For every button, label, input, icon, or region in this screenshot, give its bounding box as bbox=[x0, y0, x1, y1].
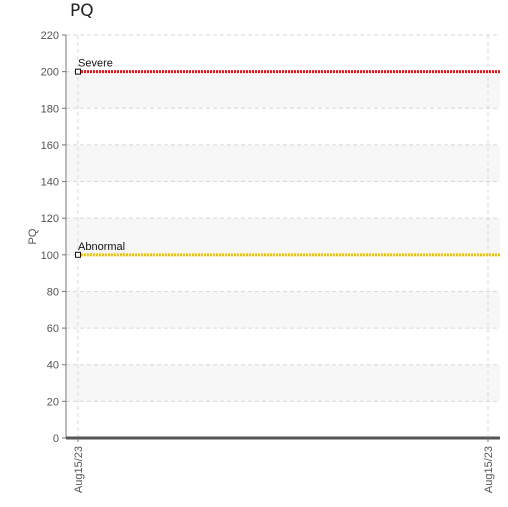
y-tick-label: 0 bbox=[53, 433, 59, 445]
background-band bbox=[67, 71, 500, 109]
y-tick-label: 60 bbox=[47, 323, 59, 335]
y-tick-label: 100 bbox=[41, 250, 59, 262]
y-tick-label: 200 bbox=[41, 67, 59, 79]
axes bbox=[65, 35, 500, 440]
background-band bbox=[67, 144, 500, 182]
x-ticks: Aug15/23 Aug15/23 bbox=[73, 438, 495, 493]
reference-label: Abnormal bbox=[78, 241, 125, 253]
x-tick-label: Aug15/23 bbox=[483, 446, 495, 493]
y-ticks: 0 20 40 60 80 100 120 140 160 180 200 220 bbox=[41, 30, 66, 445]
background-band bbox=[67, 218, 500, 255]
y-tick-label: 220 bbox=[41, 30, 59, 42]
background-band bbox=[67, 291, 500, 329]
x-tick-label: Aug15/23 bbox=[73, 446, 85, 493]
background-bands bbox=[67, 71, 500, 402]
y-axis-label: PQ bbox=[27, 228, 39, 244]
background-band bbox=[67, 364, 500, 402]
chart-title: PQ bbox=[70, 1, 94, 21]
y-tick-label: 120 bbox=[41, 213, 59, 225]
y-tick-label: 180 bbox=[41, 103, 59, 115]
reference-lines: Severe Abnormal bbox=[75, 58, 500, 258]
y-tick-label: 40 bbox=[47, 360, 59, 372]
y-tick-label: 80 bbox=[47, 286, 59, 298]
reference-marker bbox=[75, 251, 81, 258]
reference-label: Severe bbox=[78, 58, 113, 70]
y-tick-label: 140 bbox=[41, 177, 59, 189]
y-tick-label: 160 bbox=[41, 140, 59, 152]
reference-marker bbox=[75, 68, 81, 75]
y-tick-label: 20 bbox=[47, 396, 59, 408]
